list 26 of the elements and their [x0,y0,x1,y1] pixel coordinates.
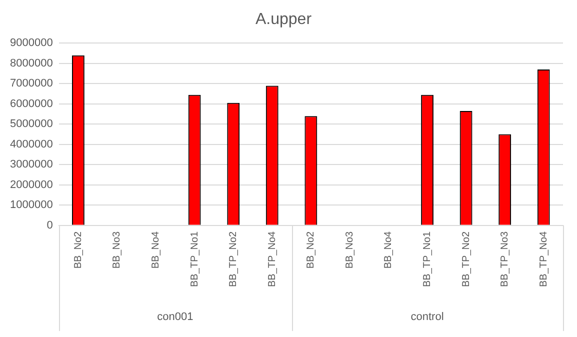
text: con001 [157,311,194,324]
y-tick-label: 6000000 [10,98,53,110]
x-tick-label: BB_No2 [306,230,317,269]
x-tick-label: BB_TP_No3 [500,230,511,288]
y-tick-label: 2000000 [10,178,53,191]
y-tick-label: 9000000 [10,37,53,50]
x-tick-label: BB_No2 [72,230,84,269]
y-tick-label: 4000000 [10,138,53,150]
x-tick-label: BB_TP_No1 [189,230,200,288]
x-tick-label: BB_TP_No4 [538,230,550,288]
chart-title: A.upper [255,11,312,28]
y-tick-label: 0 [46,219,53,232]
x-tick-label: BB_TP_No1 [422,230,434,288]
text: control [410,311,444,324]
x-tick-label: BB_TP_No4 [266,230,278,288]
x-tick-label: BB_No3 [344,230,356,269]
x-tick-label: BB_No4 [383,230,394,269]
x-tick-label: BB_No4 [150,230,162,269]
y-tick-label: 1000000 [10,199,53,212]
y-tick-label: 3000000 [10,158,53,171]
y-tick-label: 5000000 [10,118,53,130]
x-tick-label: BB_TP_No2 [460,230,472,288]
y-tick-label: 7000000 [10,78,53,90]
x-tick-label: BB_TP_No2 [228,230,240,288]
y-tick-label: 8000000 [10,57,53,70]
x-tick-label: BB_No3 [112,230,123,269]
